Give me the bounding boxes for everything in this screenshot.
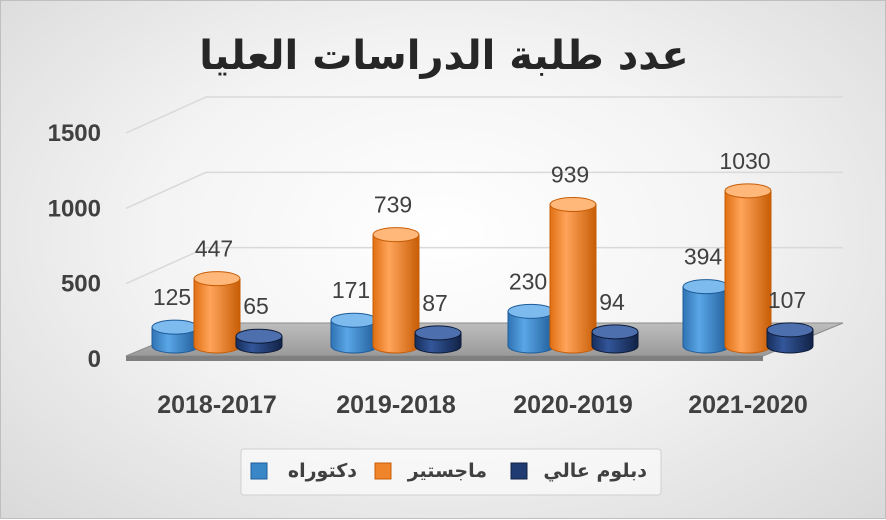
bars: [151, 183, 814, 354]
legend-item-diploma: دبلوم عالي: [510, 460, 647, 482]
x-tick-label: 2019-2018: [336, 391, 456, 419]
y-tick-label: 500: [61, 271, 101, 298]
data-label: 171: [332, 277, 370, 303]
bar-top: [414, 325, 462, 341]
legend-item-masters: ماجستير: [374, 460, 487, 482]
legend-label-doctorate: دكتوراه: [288, 460, 357, 482]
legend-swatch-masters: [374, 462, 392, 480]
bar-body: [549, 204, 597, 354]
bar-body: [682, 286, 730, 354]
bar-top: [766, 322, 814, 338]
data-label: 939: [551, 162, 589, 188]
data-label: 230: [509, 268, 547, 294]
data-label: 65: [243, 293, 269, 319]
chart-title: عدد طلبة الدراسات العليا: [199, 33, 688, 79]
data-label: 447: [195, 236, 233, 262]
bar-body: [372, 234, 420, 354]
bar-top: [591, 324, 639, 340]
legend-label-masters: ماجستير: [407, 460, 487, 482]
bar-top: [330, 312, 378, 328]
bar-top: [235, 328, 283, 344]
data-label: 94: [599, 289, 625, 315]
legend-item-doctorate: دكتوراه: [250, 460, 357, 482]
x-tick-label: 2018-2017: [157, 391, 277, 419]
bar-top: [151, 319, 199, 335]
bar-top: [372, 227, 420, 243]
data-label: 739: [374, 192, 412, 218]
gridline-side: [125, 171, 207, 210]
gridline-side: [125, 96, 207, 134]
bar-top: [682, 279, 730, 295]
legend-swatch-diploma: [510, 462, 528, 480]
data-label: 125: [153, 284, 191, 310]
data-label: 87: [422, 290, 448, 316]
bar-top: [193, 271, 241, 287]
x-axis: 2018-2017 2019-2018 2020-2019 2021-2020: [157, 391, 808, 419]
y-tick-label: 0: [88, 346, 101, 373]
x-tick-label: 2020-2019: [513, 391, 633, 419]
y-axis: 0 500 1000 1500: [48, 120, 101, 373]
bar-body: [724, 190, 772, 354]
bar-top: [507, 303, 555, 319]
data-label: 1030: [719, 148, 770, 174]
gridline-side: [125, 246, 207, 285]
legend-box: [240, 448, 662, 496]
legend-swatch-doctorate: [250, 462, 268, 480]
floor-edge: [126, 356, 763, 361]
x-tick-label: 2021-2020: [688, 391, 808, 419]
bar-top: [724, 183, 772, 199]
data-label: 394: [684, 244, 723, 270]
bar-top: [549, 197, 597, 213]
bar-body: [193, 278, 241, 354]
legend-label-diploma: دبلوم عالي: [543, 460, 647, 482]
data-label: 107: [768, 287, 806, 313]
y-tick-label: 1500: [48, 120, 101, 147]
y-tick-label: 1000: [48, 195, 101, 222]
